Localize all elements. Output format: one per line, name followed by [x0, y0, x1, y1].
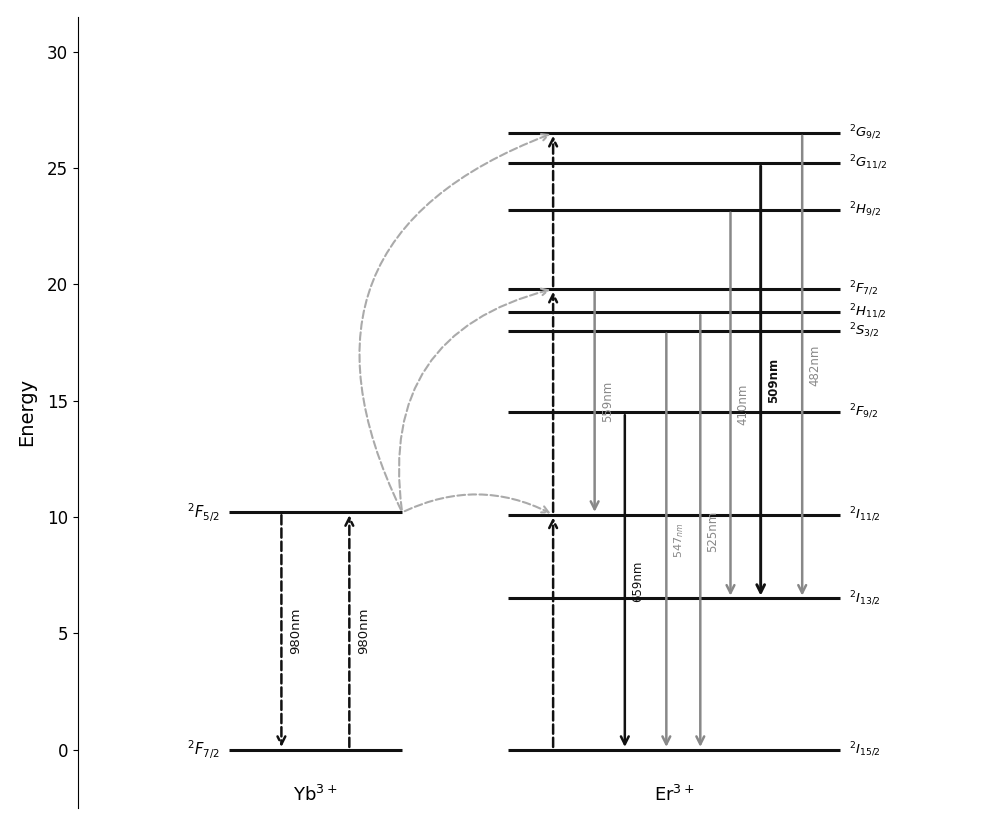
Text: 482nm: 482nm — [808, 345, 821, 387]
Text: 980nm: 980nm — [357, 608, 370, 654]
Text: 559nm: 559nm — [601, 382, 614, 422]
Text: Er$^{3+}$: Er$^{3+}$ — [654, 785, 694, 805]
Text: Yb$^{3+}$: Yb$^{3+}$ — [293, 785, 338, 805]
Text: $^2H_{11/2}$: $^2H_{11/2}$ — [849, 303, 887, 321]
Text: $^2F_{5/2}$: $^2F_{5/2}$ — [187, 501, 220, 524]
Text: 410nm: 410nm — [737, 383, 750, 425]
Text: $^2I_{15/2}$: $^2I_{15/2}$ — [849, 741, 881, 759]
Text: $^2I_{11/2}$: $^2I_{11/2}$ — [849, 506, 881, 524]
Text: $^2F_{9/2}$: $^2F_{9/2}$ — [849, 403, 879, 421]
Text: 509nm: 509nm — [767, 358, 780, 403]
Text: 659nm: 659nm — [631, 560, 644, 601]
Text: $^2F_{7/2}$: $^2F_{7/2}$ — [849, 280, 879, 298]
Text: $^2F_{7/2}$: $^2F_{7/2}$ — [187, 738, 220, 761]
Text: 525nm: 525nm — [706, 510, 719, 552]
Text: 547$_{nm}$: 547$_{nm}$ — [672, 523, 686, 558]
Text: $^2S_{3/2}$: $^2S_{3/2}$ — [849, 321, 879, 340]
Text: $^2H_{9/2}$: $^2H_{9/2}$ — [849, 201, 881, 219]
Text: $^2I_{13/2}$: $^2I_{13/2}$ — [849, 589, 881, 608]
Y-axis label: Energy: Energy — [17, 378, 36, 446]
Text: $^2G_{9/2}$: $^2G_{9/2}$ — [849, 124, 881, 142]
Text: 980nm: 980nm — [289, 608, 302, 654]
Text: $^2G_{11/2}$: $^2G_{11/2}$ — [849, 154, 887, 173]
